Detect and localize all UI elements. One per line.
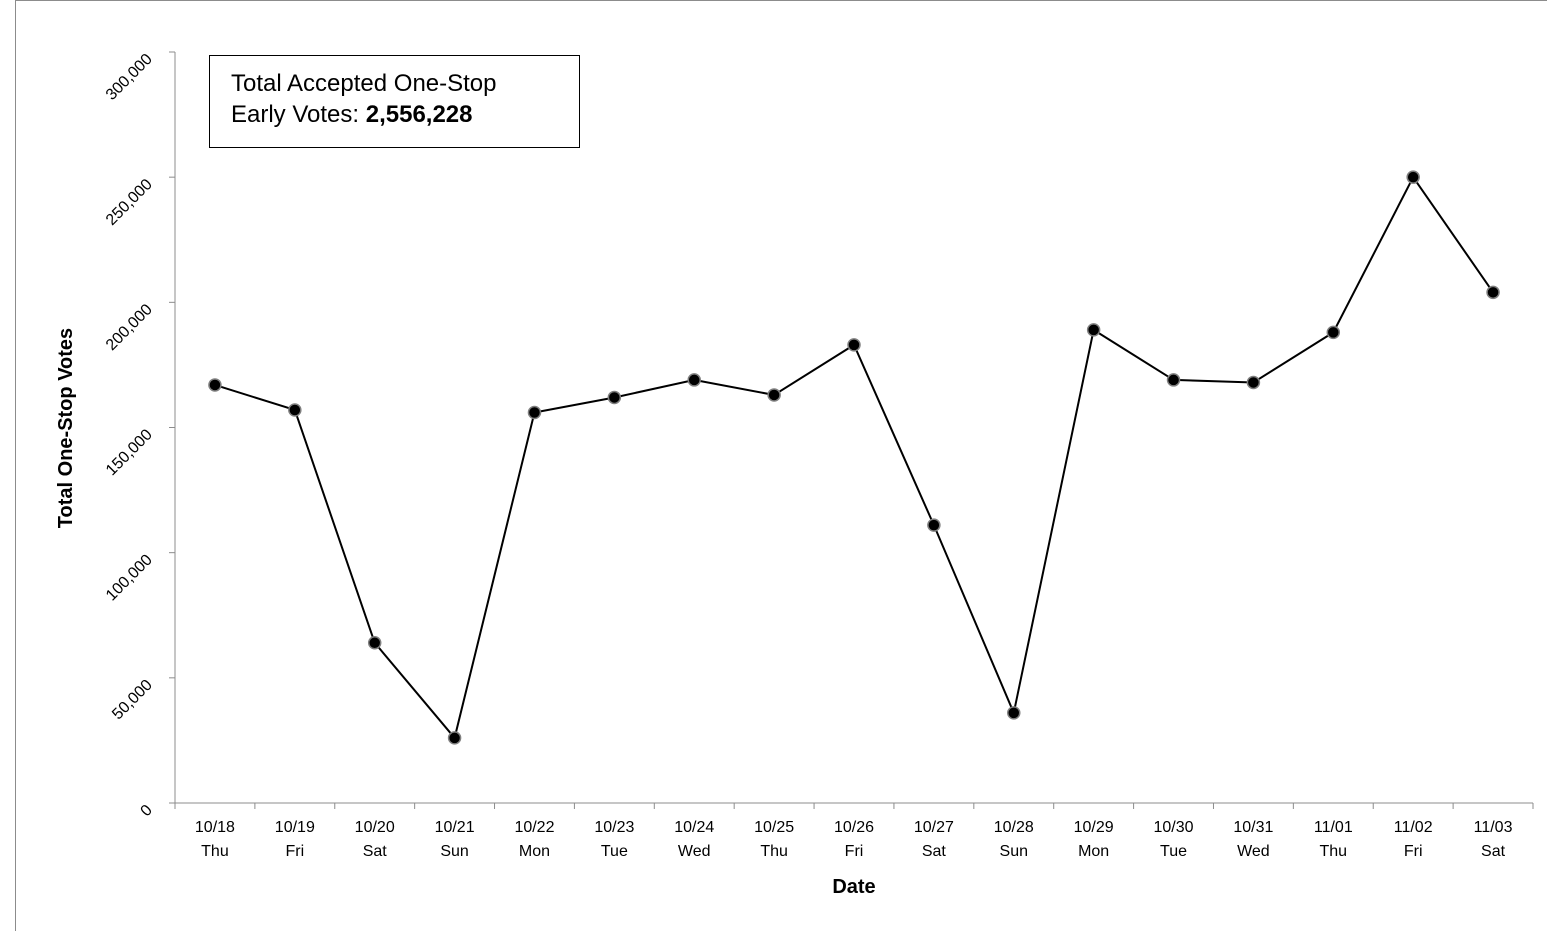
x-tick-label-weekday: Sun	[440, 843, 468, 860]
x-tick-label-date: 10/21	[435, 819, 475, 836]
y-tick-label: 0	[138, 802, 156, 820]
annotation-prefix: Early Votes:	[231, 101, 366, 128]
y-tick-label: 300,000	[103, 51, 156, 104]
x-axis-title: Date	[832, 876, 875, 898]
data-point	[528, 406, 540, 418]
x-tick-label-date: 11/01	[1314, 819, 1353, 836]
y-tick-label: 250,000	[103, 176, 156, 229]
annotation-total-value: 2,556,228	[366, 101, 473, 128]
data-point	[449, 732, 461, 744]
data-point	[289, 404, 301, 416]
data-point	[1407, 171, 1419, 183]
data-point	[928, 519, 940, 531]
x-tick-label-weekday: Sat	[363, 843, 388, 860]
data-point	[369, 637, 381, 649]
data-point	[688, 374, 700, 386]
series-line	[215, 177, 1493, 738]
annotation-line-2: Early Votes: 2,556,228	[231, 99, 579, 130]
data-points	[209, 171, 1499, 744]
x-axis-ticks: 10/18 Thu 10/19 Fri 10/20 Sat 10/21 Sun 10/22 Mon…	[175, 803, 1533, 860]
x-tick-label-date: 10/26	[834, 819, 874, 836]
x-tick-label-date: 10/28	[994, 819, 1034, 836]
data-point	[1088, 324, 1100, 336]
total-votes-annotation: Total Accepted One-Stop Early Votes: 2,5…	[209, 55, 580, 148]
x-tick-label-weekday: Fri	[285, 843, 304, 860]
annotation-line-1: Total Accepted One-Stop	[231, 68, 579, 99]
x-tick-label-date: 11/02	[1394, 819, 1433, 836]
y-tick-label: 100,000	[103, 551, 156, 604]
y-tick-label: 150,000	[103, 426, 156, 479]
data-point	[768, 389, 780, 401]
x-tick-label-date: 10/18	[195, 819, 235, 836]
y-tick-label: 200,000	[103, 301, 156, 354]
x-tick-label-date: 10/22	[514, 819, 554, 836]
x-tick-label-date: 10/23	[594, 819, 634, 836]
data-point	[209, 379, 221, 391]
x-tick-label-date: 10/24	[674, 819, 714, 836]
x-tick-label-date: 10/27	[914, 819, 954, 836]
x-tick-label-weekday: Mon	[519, 843, 550, 860]
x-tick-label-date: 10/25	[754, 819, 794, 836]
x-tick-label-date: 10/19	[275, 819, 315, 836]
data-point	[1168, 374, 1180, 386]
x-tick-label-weekday: Mon	[1078, 843, 1109, 860]
x-tick-label-date: 10/30	[1154, 819, 1194, 836]
x-tick-label-weekday: Tue	[601, 843, 628, 860]
x-tick-label-weekday: Thu	[760, 843, 788, 860]
axes	[175, 52, 1533, 803]
y-axis-title: Total One-Stop Votes	[55, 328, 77, 528]
y-axis-ticks: 0 50,000 100,000 150,000 200,000 250,000 300,0…	[103, 51, 175, 820]
y-tick-label: 50,000	[109, 677, 156, 724]
data-point	[848, 339, 860, 351]
x-tick-label-date: 10/29	[1074, 819, 1114, 836]
x-tick-label-weekday: Sat	[1481, 843, 1506, 860]
data-point	[1487, 286, 1499, 298]
series-line-group	[215, 177, 1493, 738]
x-tick-label-weekday: Wed	[1237, 843, 1270, 860]
data-point	[1327, 326, 1339, 338]
data-point	[608, 391, 620, 403]
data-point	[1247, 376, 1259, 388]
x-tick-label-weekday: Fri	[1404, 843, 1423, 860]
x-tick-label-weekday: Sun	[1000, 843, 1028, 860]
x-tick-label-weekday: Thu	[1320, 843, 1348, 860]
x-tick-label-weekday: Tue	[1160, 843, 1187, 860]
x-tick-label-date: 11/03	[1474, 819, 1513, 836]
x-tick-label-date: 10/31	[1233, 819, 1273, 836]
x-tick-label-weekday: Sat	[922, 843, 947, 860]
x-tick-label-weekday: Wed	[678, 843, 711, 860]
x-tick-label-date: 10/20	[355, 819, 395, 836]
x-tick-label-weekday: Thu	[201, 843, 229, 860]
data-point	[1008, 707, 1020, 719]
x-tick-label-weekday: Fri	[845, 843, 864, 860]
